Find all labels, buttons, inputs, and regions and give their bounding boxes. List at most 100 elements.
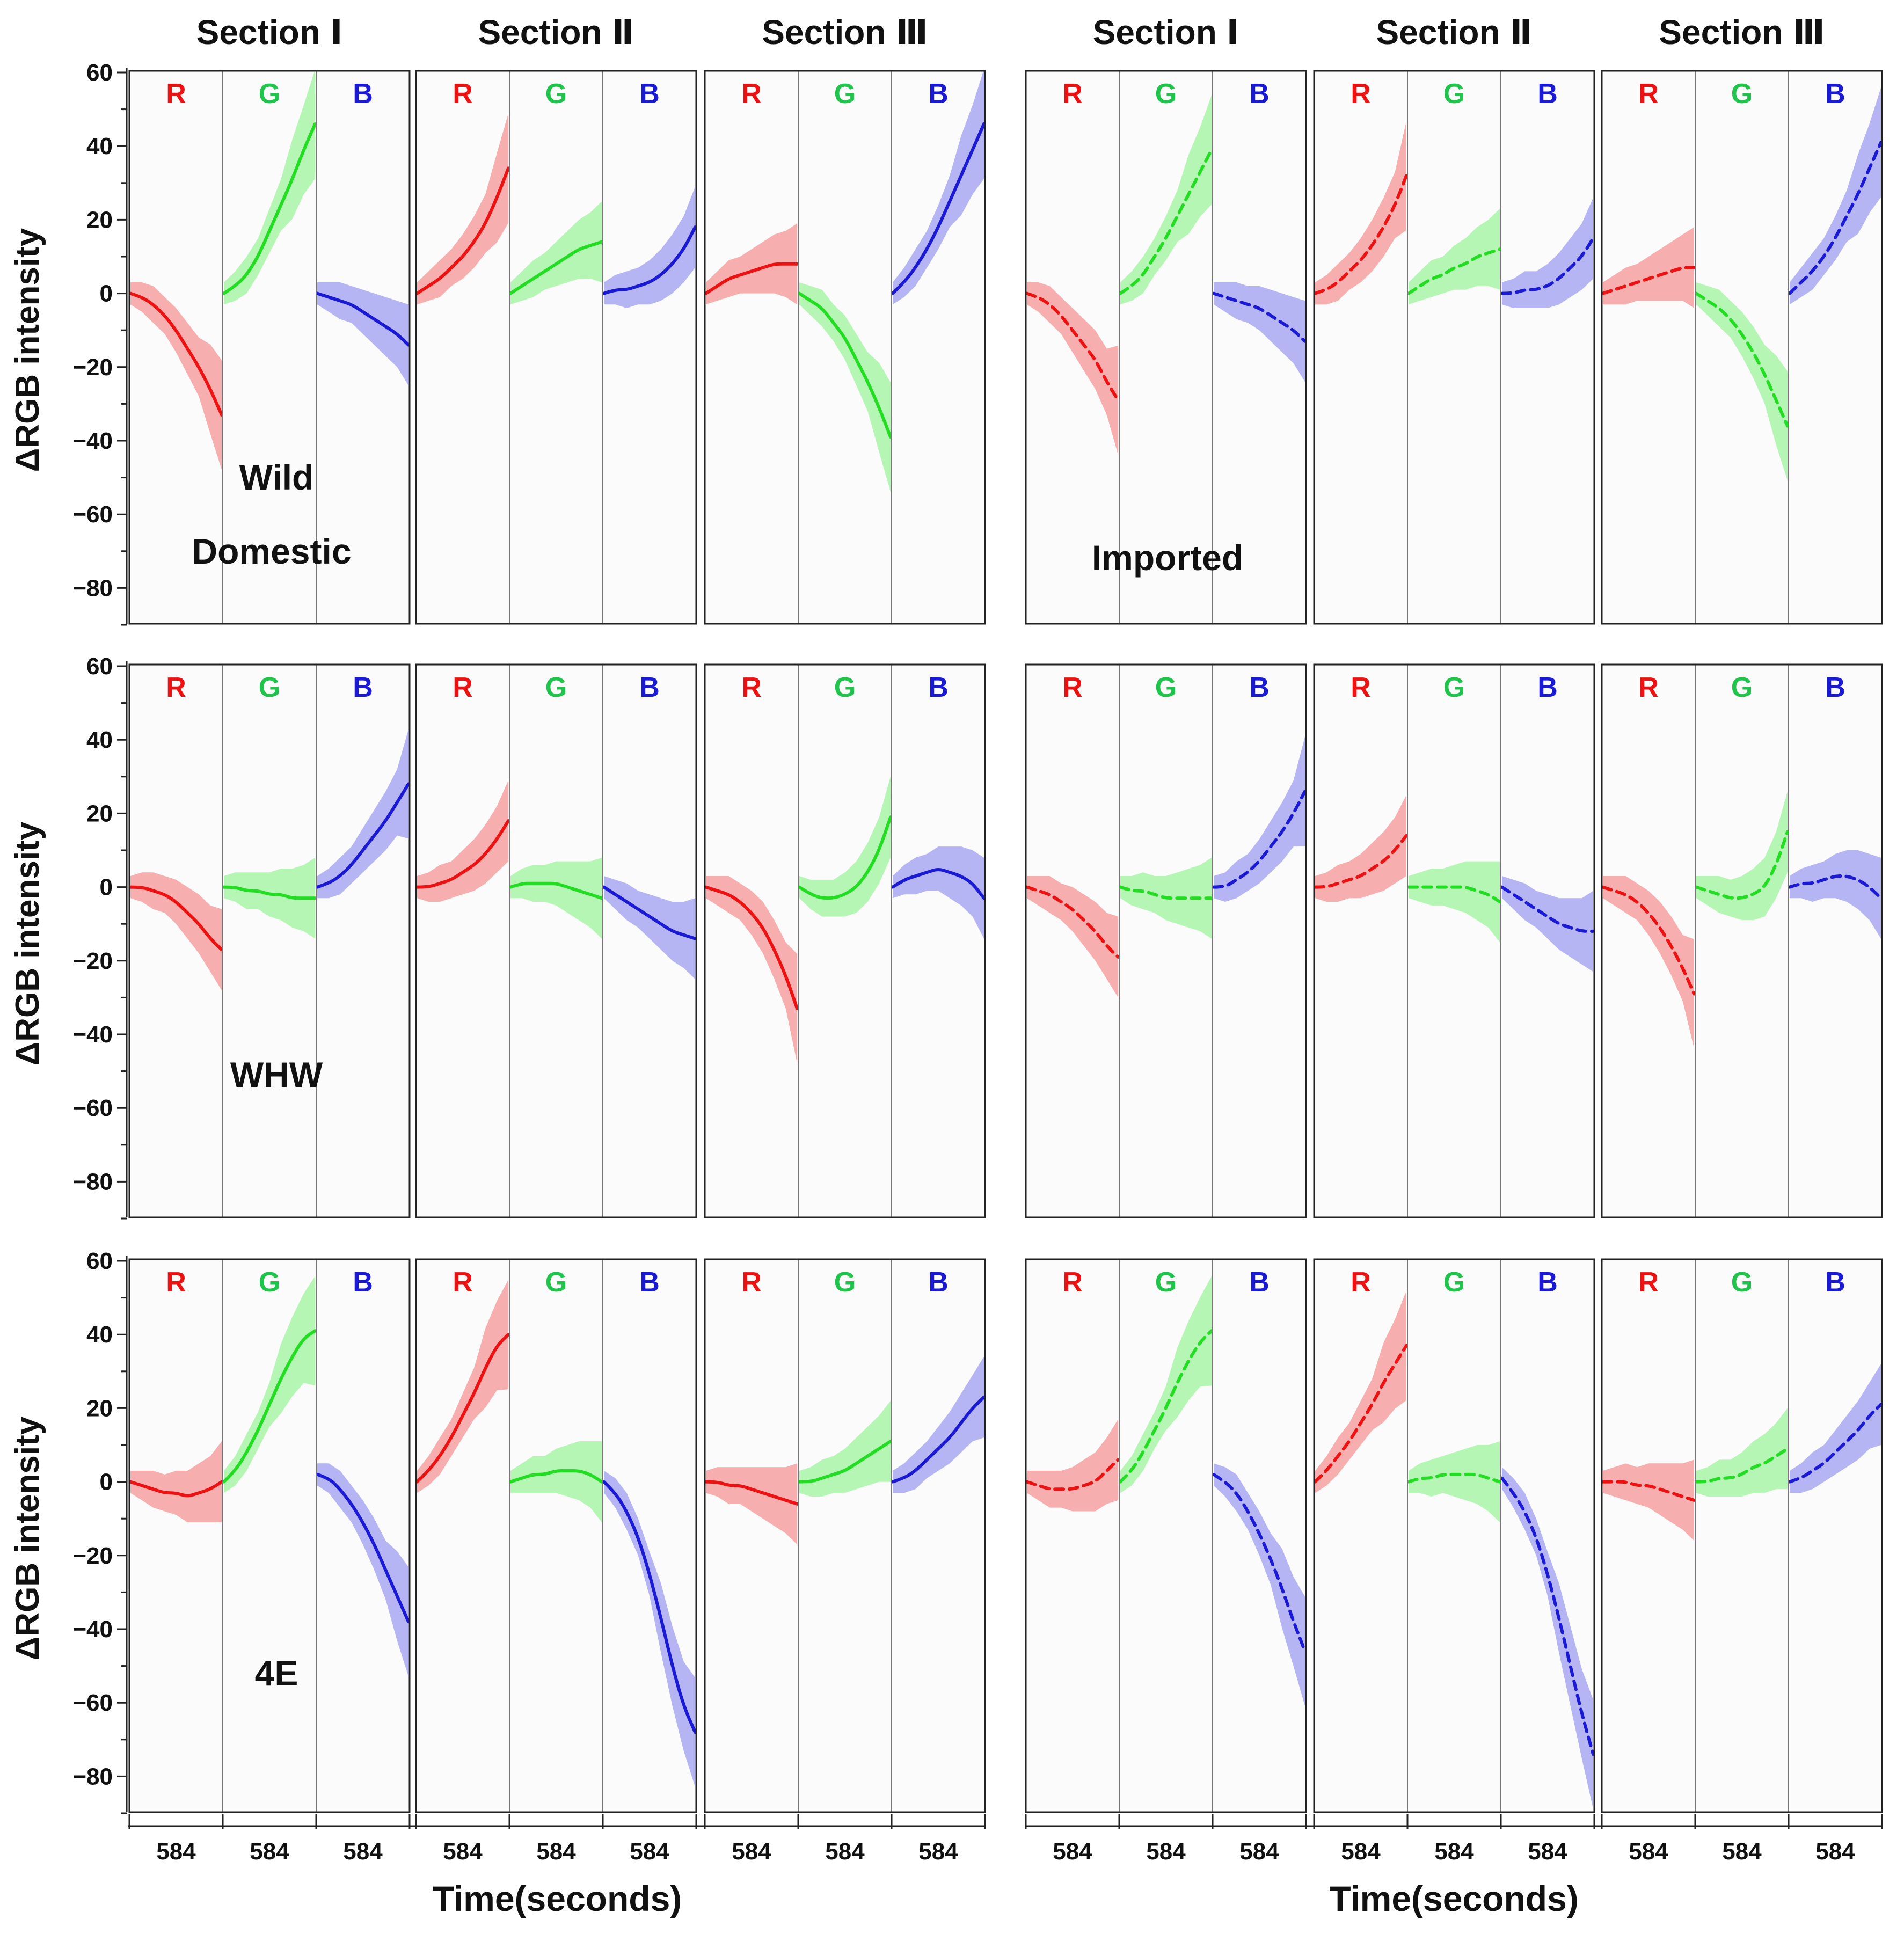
confidence-band-g	[1409, 1441, 1500, 1523]
confidence-band-b	[893, 846, 984, 939]
panel-frame	[704, 1258, 986, 1813]
series-line-b	[602, 225, 697, 295]
panel-background	[416, 665, 696, 1217]
channel-label-b: B	[1249, 78, 1270, 110]
x-tick-label: 584	[732, 1838, 771, 1865]
series-line-b	[316, 1472, 410, 1624]
confidence-band-b	[1214, 282, 1305, 382]
confidence-band-g	[1409, 861, 1500, 943]
channel-label-b: B	[928, 1267, 949, 1298]
series-line-b	[316, 782, 410, 889]
channel-label-b: B	[639, 1267, 660, 1298]
x-tick-label: 584	[156, 1838, 196, 1865]
series-line-layer	[129, 122, 1883, 1756]
y-axis-title: ΔRGB intensity	[9, 228, 46, 472]
panel-background	[1314, 71, 1594, 624]
series-line-g	[1695, 830, 1789, 900]
series-line-g	[1407, 1472, 1501, 1484]
y-tick-label: −20	[72, 1543, 113, 1569]
confidence-band-g	[510, 1441, 602, 1523]
series-line-b	[891, 868, 986, 900]
panel-background	[1602, 1259, 1882, 1812]
confidence-band-b	[1790, 850, 1881, 939]
channel-label-b: B	[639, 78, 660, 110]
channel-label-r: R	[166, 672, 186, 703]
confidence-band-g	[799, 1400, 891, 1497]
series-line-b	[1212, 291, 1307, 343]
series-line-g	[222, 122, 317, 295]
y-tick-label: 0	[100, 1469, 113, 1495]
row-label-4e: 4E	[255, 1653, 298, 1693]
series-line-b	[1788, 874, 1883, 900]
series-line-r	[1025, 291, 1120, 402]
panel-background	[705, 665, 985, 1217]
panel-background	[1602, 665, 1882, 1217]
x-axis-title: Time(seconds)	[1329, 1879, 1579, 1918]
series-line-b	[316, 291, 410, 347]
series-line-b	[1788, 141, 1883, 295]
channel-label-r: R	[1351, 78, 1371, 110]
series-line-r	[129, 885, 223, 952]
channel-label-b: B	[353, 672, 373, 703]
confidence-band-b	[1790, 1364, 1881, 1493]
x-tick-label: 584	[1239, 1838, 1279, 1865]
series-line-r	[1314, 834, 1408, 889]
confidence-band-r	[1315, 1290, 1406, 1493]
panel-frame	[1601, 1258, 1883, 1813]
panel-background	[1314, 665, 1594, 1217]
series-line-g	[222, 1329, 317, 1484]
confidence-band-g	[1696, 791, 1788, 921]
confidence-band-b	[1502, 198, 1593, 308]
section-title: Section Ⅰ	[1093, 13, 1239, 52]
series-line-r	[415, 819, 510, 889]
x-tick-label: 584	[1815, 1838, 1855, 1865]
y-tick-label: 0	[100, 281, 113, 307]
panel-frame	[1601, 663, 1883, 1218]
confidence-band-r	[1603, 1459, 1694, 1541]
series-line-g	[798, 291, 892, 439]
channel-label-b: B	[1825, 1267, 1845, 1298]
confidence-band-r	[1315, 795, 1406, 902]
x-tick-label: 584	[1053, 1838, 1092, 1865]
series-line-b	[891, 122, 986, 295]
y-axis-title: ΔRGB intensity	[9, 1416, 46, 1660]
y-tick-label: −60	[72, 1095, 113, 1121]
confidence-band-g	[1120, 1276, 1212, 1493]
panel-background	[705, 1259, 985, 1812]
row-label-wild: Wild	[239, 457, 314, 497]
channel-label-g: G	[1155, 78, 1177, 110]
y-tick-label: 60	[86, 1248, 113, 1274]
channel-label-g: G	[834, 78, 856, 110]
channel-label-r: R	[741, 672, 762, 703]
panel-frame	[1025, 663, 1307, 1218]
group-label-imported: Imported	[1092, 538, 1243, 578]
confidence-band-r	[1315, 121, 1406, 305]
confidence-band-b	[604, 186, 695, 308]
confidence-band-r	[1603, 876, 1694, 1049]
text-layer: R G B R G B R G B R G B R G B R G B 60 40 20 0 −20 −40 −60 −80 ΔRG…	[9, 13, 1855, 1918]
section-title: Section Ⅲ	[1659, 13, 1825, 52]
y-tick-label: −20	[72, 948, 113, 974]
channel-label-r: R	[166, 78, 186, 110]
y-axis-title: ΔRGB intensity	[9, 821, 46, 1065]
channel-label-b: B	[1825, 672, 1845, 703]
confidence-band-g	[1120, 95, 1212, 305]
channel-label-r: R	[1638, 1267, 1659, 1298]
x-tick-label: 584	[1146, 1838, 1186, 1865]
channel-label-b: B	[1825, 78, 1845, 110]
y-tick-label: −60	[72, 1690, 113, 1716]
series-line-r	[129, 291, 223, 417]
x-tick-label: 584	[1528, 1838, 1567, 1865]
panel-background	[129, 665, 410, 1217]
panel-frame	[1313, 663, 1595, 1218]
y-tick-label: −80	[72, 1763, 113, 1790]
section-title: Section Ⅲ	[762, 13, 928, 52]
series-line-g	[1695, 291, 1789, 428]
x-tick-label: 584	[536, 1838, 576, 1865]
y-tick-label: −20	[72, 354, 113, 381]
channel-label-b: B	[928, 672, 949, 703]
confidence-band-b	[1214, 1463, 1305, 1706]
panel-frame	[1313, 1258, 1595, 1813]
panel-frame	[415, 663, 697, 1218]
series-line-b	[891, 1395, 986, 1484]
